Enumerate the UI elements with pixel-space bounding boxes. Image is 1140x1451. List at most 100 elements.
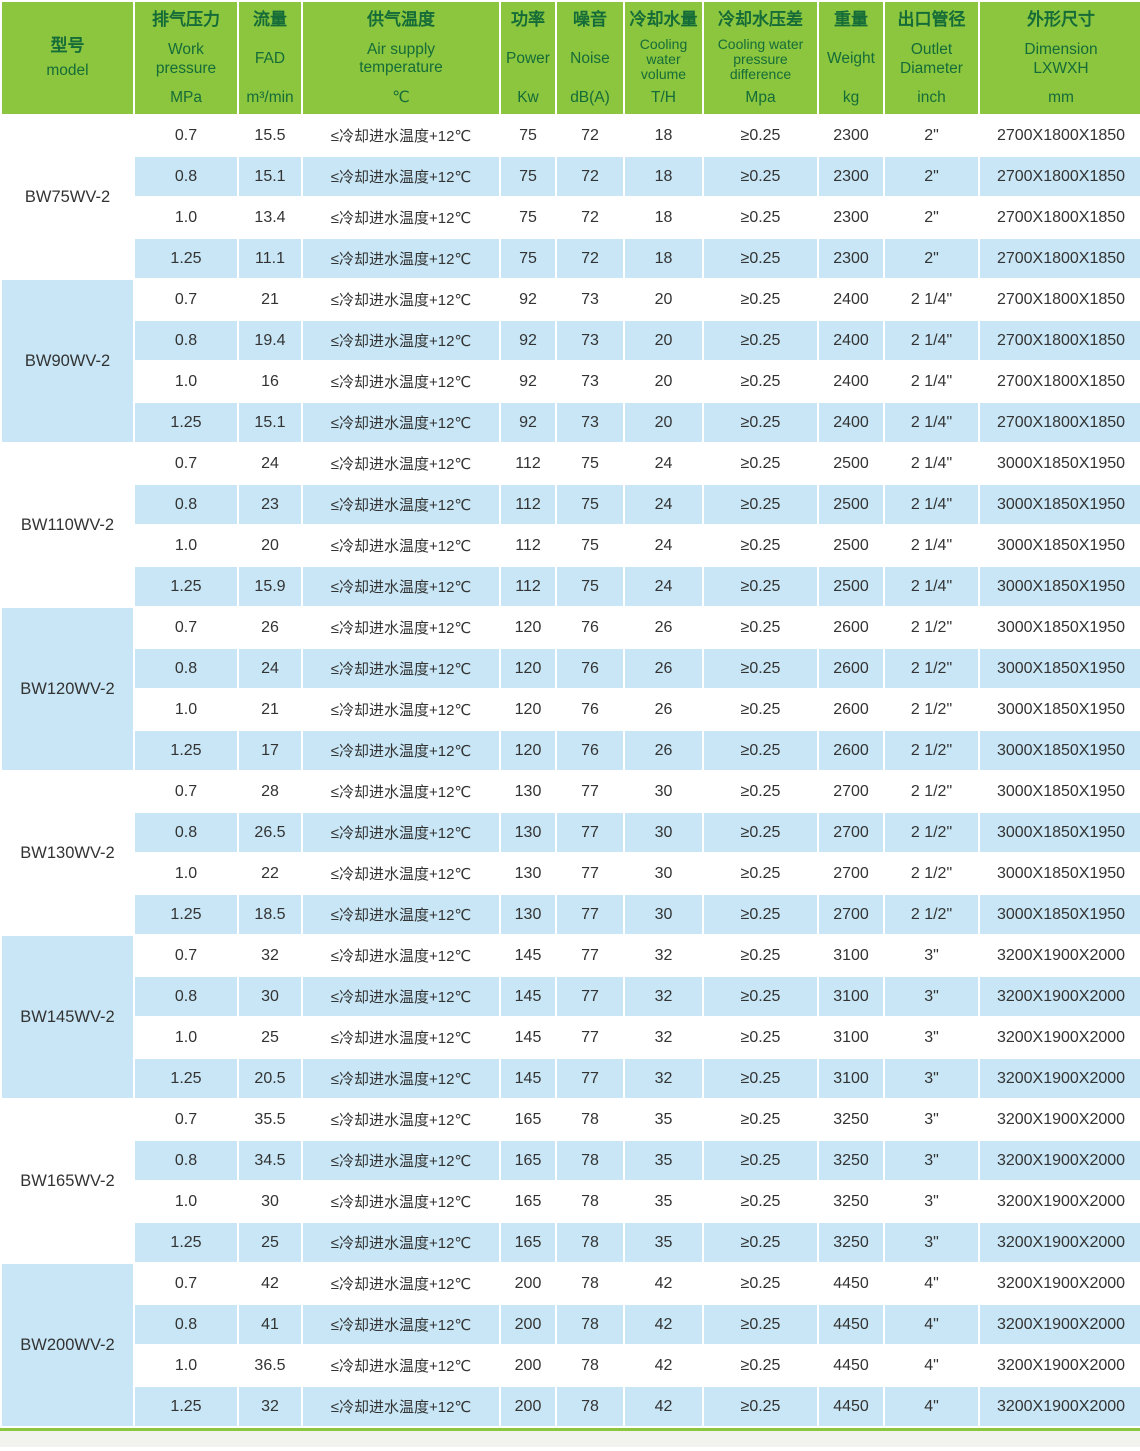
work-pressure-cell: 1.25 xyxy=(135,1059,237,1098)
power-cell: 120 xyxy=(501,649,555,688)
cooling-water-pressure-difference-cell: ≥0.25 xyxy=(704,1018,817,1057)
outlet-diameter-cell: 2 1/4" xyxy=(885,362,978,401)
work-pressure-cell: 1.25 xyxy=(135,731,237,770)
cooling-water-pressure-difference-cell: ≥0.25 xyxy=(704,1141,817,1180)
header-en: Cooling water pressure difference xyxy=(717,35,804,83)
power-cell: 112 xyxy=(501,444,555,483)
noise-cell: 76 xyxy=(557,731,623,770)
fad-cell: 15.1 xyxy=(239,157,301,196)
noise-cell: 73 xyxy=(557,280,623,319)
header-zh: 出口管径 xyxy=(897,10,966,29)
cooling-water-pressure-difference-cell: ≥0.25 xyxy=(704,1100,817,1139)
air-supply-temperature-cell: ≤冷却进水温度+12℃ xyxy=(303,977,499,1016)
fad-cell: 28 xyxy=(239,772,301,811)
cooling-water-volume-cell: 32 xyxy=(625,1018,702,1057)
power-cell: 75 xyxy=(501,116,555,155)
cooling-water-pressure-difference-cell: ≥0.25 xyxy=(704,198,817,237)
cooling-water-volume-cell: 30 xyxy=(625,813,702,852)
weight-cell: 3100 xyxy=(819,936,883,975)
table-row: BW130WV-2 0.7 28 ≤冷却进水温度+12℃ 130 77 30 ≥0.25 270… xyxy=(2,772,1140,934)
weight-cell: 2500 xyxy=(819,444,883,483)
cooling-water-volume-cell: 18 xyxy=(625,157,702,196)
model-cell: BW90WV-2 xyxy=(2,280,133,442)
power-cell: 120 xyxy=(501,690,555,729)
outlet-diameter-cell: 2 1/2" xyxy=(885,731,978,770)
table-row: 0.8 15.1 ≤冷却进水温度+12℃ 75 72 18 ≥0.25 2300 2" 2700X… xyxy=(2,157,1140,196)
noise-cell: 76 xyxy=(557,649,623,688)
table-row: 0.8 30 ≤冷却进水温度+12℃ 145 77 32 ≥0.25 3100 3" 3200X1… xyxy=(2,977,1140,1016)
weight-cell: 4450 xyxy=(819,1264,883,1303)
noise-cell: 78 xyxy=(557,1305,623,1344)
cooling-water-volume-cell: 32 xyxy=(625,1059,702,1098)
work-pressure-cell: 1.0 xyxy=(135,854,237,893)
power-cell: 145 xyxy=(501,1059,555,1098)
weight-cell: 2400 xyxy=(819,321,883,360)
outlet-diameter-cell: 2 1/4" xyxy=(885,280,978,319)
fad-cell: 21 xyxy=(239,690,301,729)
cooling-water-pressure-difference-cell: ≥0.25 xyxy=(704,731,817,770)
dimension-cell: 3000X1850X1950 xyxy=(980,772,1140,811)
power-cell: 130 xyxy=(501,772,555,811)
fad-cell: 15.9 xyxy=(239,567,301,606)
model-cell: BW200WV-2 xyxy=(2,1264,133,1426)
fad-cell: 25 xyxy=(239,1223,301,1262)
table-row: 1.0 21 ≤冷却进水温度+12℃ 120 76 26 ≥0.25 2600 2 1/2" 30… xyxy=(2,690,1140,729)
dimension-cell: 3200X1900X2000 xyxy=(980,1346,1140,1385)
noise-cell: 73 xyxy=(557,403,623,442)
header-en: Noise xyxy=(570,50,610,68)
weight-cell: 2700 xyxy=(819,854,883,893)
air-supply-temperature-cell: ≤冷却进水温度+12℃ xyxy=(303,116,499,155)
power-cell: 92 xyxy=(501,362,555,401)
noise-cell: 77 xyxy=(557,1059,623,1098)
cooling-water-pressure-difference-cell: ≥0.25 xyxy=(704,321,817,360)
outlet-diameter-cell: 4" xyxy=(885,1305,978,1344)
dimension-cell: 2700X1800X1850 xyxy=(980,198,1140,237)
table-row: 1.25 25 ≤冷却进水温度+12℃ 165 78 35 ≥0.25 3250 3" 3200X… xyxy=(2,1223,1140,1262)
dimension-cell: 3000X1850X1950 xyxy=(980,649,1140,688)
table-row: 0.8 26.5 ≤冷却进水温度+12℃ 130 77 30 ≥0.25 2700 2 1/2"… xyxy=(2,813,1140,852)
power-cell: 75 xyxy=(501,157,555,196)
work-pressure-cell: 0.7 xyxy=(135,936,237,975)
table-body: BW75WV-2 0.7 15.5 ≤冷却进水温度+12℃ 75 72 18 ≥0.25 230… xyxy=(2,116,1140,1426)
power-cell: 145 xyxy=(501,1018,555,1057)
header-zh: 排气压力 xyxy=(152,10,220,29)
table-row: BW145WV-2 0.7 32 ≤冷却进水温度+12℃ 145 77 32 ≥0.25 310… xyxy=(2,936,1140,1098)
air-supply-temperature-cell: ≤冷却进水温度+12℃ xyxy=(303,1141,499,1180)
weight-cell: 3100 xyxy=(819,977,883,1016)
work-pressure-cell: 1.0 xyxy=(135,198,237,237)
cooling-water-volume-cell: 32 xyxy=(625,977,702,1016)
work-pressure-cell: 0.8 xyxy=(135,813,237,852)
noise-cell: 77 xyxy=(557,813,623,852)
noise-cell: 77 xyxy=(557,854,623,893)
work-pressure-cell: 0.8 xyxy=(135,157,237,196)
cooling-water-pressure-difference-cell: ≥0.25 xyxy=(704,239,817,278)
noise-cell: 77 xyxy=(557,936,623,975)
cooling-water-volume-cell: 24 xyxy=(625,567,702,606)
header-unit: ℃ xyxy=(392,89,410,106)
air-supply-temperature-cell: ≤冷却进水温度+12℃ xyxy=(303,198,499,237)
power-cell: 120 xyxy=(501,608,555,647)
weight-cell: 4450 xyxy=(819,1305,883,1344)
table-row: BW75WV-2 0.7 15.5 ≤冷却进水温度+12℃ 75 72 18 ≥0.25 230… xyxy=(2,116,1140,278)
air-supply-temperature-cell: ≤冷却进水温度+12℃ xyxy=(303,280,499,319)
cooling-water-pressure-difference-cell: ≥0.25 xyxy=(704,444,817,483)
noise-cell: 75 xyxy=(557,485,623,524)
noise-cell: 75 xyxy=(557,444,623,483)
fad-cell: 13.4 xyxy=(239,198,301,237)
power-cell: 130 xyxy=(501,813,555,852)
air-supply-temperature-cell: ≤冷却进水温度+12℃ xyxy=(303,895,499,934)
work-pressure-cell: 0.8 xyxy=(135,649,237,688)
header-en: Work pressure xyxy=(155,41,217,77)
header-en: Weight xyxy=(827,50,875,68)
noise-cell: 78 xyxy=(557,1141,623,1180)
fad-cell: 36.5 xyxy=(239,1346,301,1385)
air-supply-temperature-cell: ≤冷却进水温度+12℃ xyxy=(303,813,499,852)
fad-cell: 18.5 xyxy=(239,895,301,934)
cooling-water-volume-cell: 35 xyxy=(625,1100,702,1139)
cooling-water-volume-cell: 26 xyxy=(625,608,702,647)
table-row: 1.0 22 ≤冷却进水温度+12℃ 130 77 30 ≥0.25 2700 2 1/2" 30… xyxy=(2,854,1140,893)
outlet-diameter-cell: 2 1/2" xyxy=(885,854,978,893)
air-supply-temperature-cell: ≤冷却进水温度+12℃ xyxy=(303,690,499,729)
dimension-cell: 3200X1900X2000 xyxy=(980,1141,1140,1180)
